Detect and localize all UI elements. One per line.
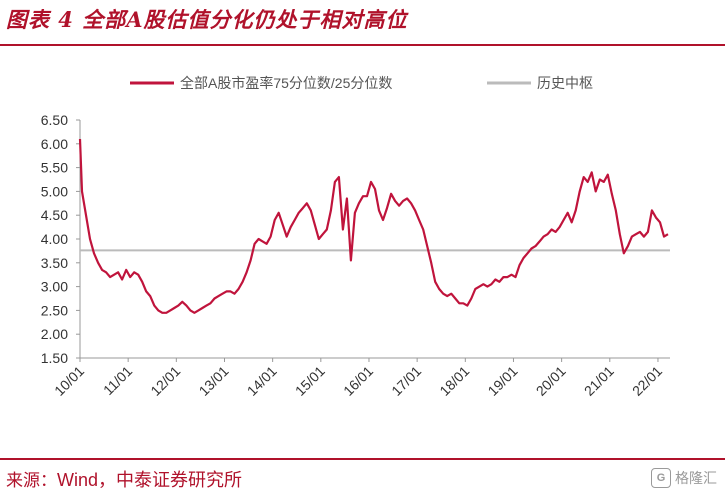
y-tick-label: 2.50	[41, 302, 68, 318]
y-tick-labels: 1.50 2.00 2.50 3.00 3.50 4.00 4.50 5.00 5.50 6.00…	[41, 112, 80, 366]
x-tick-label: 12/01	[147, 363, 183, 399]
y-tick-label: 4.50	[41, 207, 68, 223]
x-tick-label: 17/01	[388, 363, 424, 399]
y-tick-label: 5.00	[41, 183, 68, 199]
source-label: 来源：	[6, 471, 57, 491]
x-tick-label: 20/01	[533, 363, 569, 399]
y-tick-label: 1.50	[41, 350, 68, 366]
watermark-logo-icon: G	[651, 468, 671, 488]
y-tick-label: 3.50	[41, 255, 68, 271]
legend-label-pe-ratio: 全部A股市盈率75分位数/25分位数	[180, 75, 392, 91]
x-tick-label: 21/01	[581, 363, 617, 399]
x-tick-label: 19/01	[484, 363, 520, 399]
source-note: 来源：Wind，中泰证券研究所	[6, 466, 242, 492]
source-text: Wind，中泰证券研究所	[57, 470, 243, 490]
x-tick-labels: 10/01 11/01 12/01 13/01 14/01 15/01 16/01 17/01…	[51, 358, 665, 399]
legend-label-historical-center: 历史中枢	[537, 75, 593, 91]
x-tick-label: 10/01	[51, 363, 87, 399]
x-tick-label: 15/01	[292, 363, 328, 399]
y-tick-label: 3.00	[41, 279, 68, 295]
watermark: G 格隆汇	[651, 468, 717, 488]
y-tick-label: 2.00	[41, 326, 68, 342]
y-tick-label: 5.50	[41, 160, 68, 176]
x-tick-label: 18/01	[436, 363, 472, 399]
x-tick-label: 13/01	[196, 363, 232, 399]
watermark-text: 格隆汇	[675, 470, 717, 486]
title-rule	[0, 44, 725, 46]
y-tick-label: 6.50	[41, 112, 68, 128]
source-rule	[0, 458, 725, 460]
y-tick-label: 4.00	[41, 231, 68, 247]
x-tick-label: 11/01	[100, 363, 136, 399]
x-tick-label: 16/01	[340, 363, 376, 399]
y-tick-label: 6.00	[41, 136, 68, 152]
series-line-pe-ratio	[78, 138, 669, 314]
figure-title: 图表 4 全部A股估值分化仍处于相对高位	[6, 7, 408, 32]
legend: 全部A股市盈率75分位数/25分位数 历史中枢	[130, 75, 593, 91]
x-tick-label: 22/01	[629, 363, 665, 399]
x-tick-label: 14/01	[244, 363, 280, 399]
